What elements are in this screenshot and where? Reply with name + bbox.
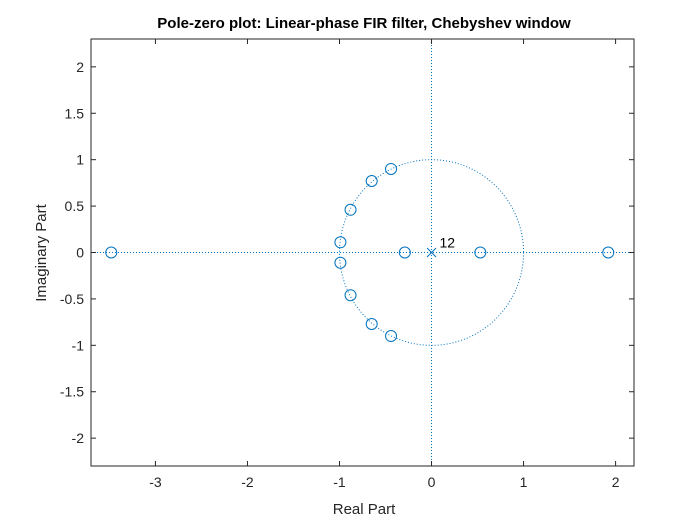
pole-marker: [426, 247, 437, 258]
y-tick-label: -1: [72, 337, 85, 353]
zero-marker: [344, 203, 357, 216]
y-tick-label: -0.5: [60, 291, 84, 307]
pole-multiplicity-label: 12: [440, 235, 456, 251]
zero-marker: [344, 289, 357, 302]
zero-marker: [385, 162, 398, 175]
zero-marker: [334, 236, 347, 249]
zero-marker: [365, 317, 378, 330]
x-tick-label: -3: [149, 474, 162, 490]
x-tick-label: 1: [520, 474, 528, 490]
zero-marker: [365, 175, 378, 188]
zero-marker: [385, 330, 398, 343]
zero-marker: [334, 256, 347, 269]
x-tick-label: 2: [612, 474, 620, 490]
y-tick-label: -2: [72, 430, 85, 446]
zero-marker: [105, 246, 118, 259]
y-tick-label: 0: [76, 245, 84, 261]
zero-marker: [398, 246, 411, 259]
chart-title: Pole-zero plot: Linear-phase FIR filter,…: [157, 15, 571, 32]
x-tick-label: -1: [333, 474, 346, 490]
x-tick-label: 0: [428, 474, 436, 490]
y-tick-label: 2: [76, 59, 84, 75]
y-tick-label: 1: [76, 152, 84, 168]
y-tick-label: 0.5: [65, 198, 85, 214]
x-tick-label: -2: [241, 474, 254, 490]
y-tick-label: -1.5: [60, 384, 84, 400]
y-tick-label: 1.5: [65, 105, 85, 121]
zero-marker: [474, 246, 487, 259]
y-axis-label: Imaginary Part: [33, 203, 50, 301]
x-axis-label: Real Part: [333, 501, 396, 518]
zero-marker: [602, 246, 615, 259]
